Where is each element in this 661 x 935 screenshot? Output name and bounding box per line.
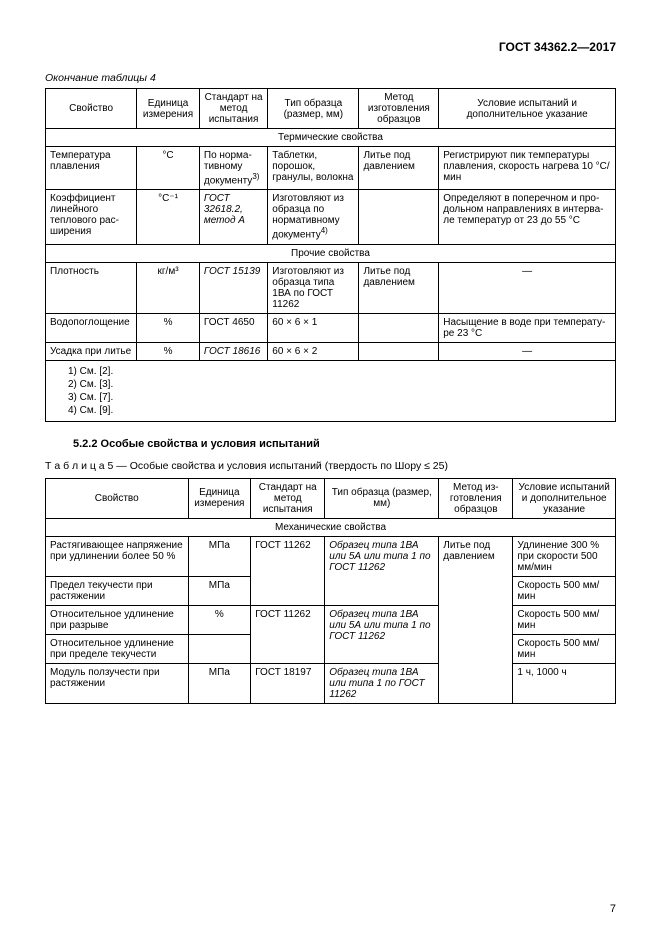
cell: Относительное удли­нение при разрыве bbox=[46, 605, 189, 634]
section-other: Прочие свойства bbox=[46, 244, 616, 262]
section-thermal: Термические свойства bbox=[46, 129, 616, 147]
col-property: Свойство bbox=[46, 478, 189, 518]
cell: ГОСТ 32618.2, метод А bbox=[199, 190, 267, 244]
cell: Таблетки, порошок, гранулы, волокна bbox=[268, 147, 359, 190]
cell: Изготовляют из образца по норма­тивному … bbox=[268, 190, 359, 244]
table-row: Усадка при литье % ГОСТ 18616 60 × 6 × 2… bbox=[46, 342, 616, 360]
col-method: Метод изготовления образцов bbox=[359, 89, 439, 129]
cell: — bbox=[439, 262, 616, 313]
section-label: Механические свойства bbox=[46, 518, 616, 536]
subheading-522: 5.2.2 Особые свойства и условия испытани… bbox=[73, 438, 616, 450]
cell: Скорость 500 мм/мин bbox=[513, 576, 616, 605]
col-unit: Единица измерения bbox=[188, 478, 251, 518]
document-code: ГОСТ 34362.2—2017 bbox=[45, 40, 616, 54]
table-header-row: Свойство Единица измерения Стандарт на м… bbox=[46, 89, 616, 129]
table-row: Модуль ползучести при растяжении МПа ГОС… bbox=[46, 663, 616, 703]
col-standard: Стандарт на метод испытания bbox=[199, 89, 267, 129]
cell: °С⁻¹ bbox=[137, 190, 200, 244]
footnote: 3) См. [7]. bbox=[68, 391, 609, 404]
cell: Скорость 500 мм/мин bbox=[513, 605, 616, 634]
cell: °С bbox=[137, 147, 200, 190]
cell: Образец типа 1ВА или типа 1 по ГОСТ 1126… bbox=[325, 663, 439, 703]
cell: Регистрируют пик температуры плавления, … bbox=[439, 147, 616, 190]
cell: Плотность bbox=[46, 262, 137, 313]
cell bbox=[359, 313, 439, 342]
col-property: Свойство bbox=[46, 89, 137, 129]
table-row: Плотность кг/м³ ГОСТ 15139 Изготовляют и… bbox=[46, 262, 616, 313]
table-row: Растягивающее напря­жение при удлинении … bbox=[46, 536, 616, 576]
cell: % bbox=[137, 342, 200, 360]
cell: Насыщение в воде при температу­ре 23 °С bbox=[439, 313, 616, 342]
cell: ГОСТ 11262 bbox=[251, 605, 325, 663]
cell: Относительное удли­нение при пределе тек… bbox=[46, 634, 189, 663]
table-4: Свойство Единица измерения Стандарт на м… bbox=[45, 88, 616, 422]
cell: % bbox=[188, 605, 251, 634]
col-specimen: Тип образца (размер, мм) bbox=[325, 478, 439, 518]
footnotes-cell: 1) См. [2]. 2) См. [3]. 3) См. [7]. 4) С… bbox=[46, 360, 616, 421]
cell bbox=[359, 342, 439, 360]
page: ГОСТ 34362.2—2017 Окончание таблицы 4 Св… bbox=[0, 0, 661, 935]
col-unit: Единица измерения bbox=[137, 89, 200, 129]
cell: Модуль ползучести при растяжении bbox=[46, 663, 189, 703]
cell: Изготовляют из образца типа 1ВА по ГОСТ … bbox=[268, 262, 359, 313]
col-condition: Условие испытаний и дополнительное указа… bbox=[439, 89, 616, 129]
cell: Образец типа 1ВА или 5А или типа 1 по ГО… bbox=[325, 605, 439, 663]
cell: 60 × 6 × 1 bbox=[268, 313, 359, 342]
cell: МПа bbox=[188, 663, 251, 703]
cell: кг/м³ bbox=[137, 262, 200, 313]
col-standard: Стандарт на метод испытания bbox=[251, 478, 325, 518]
cell: Растягивающее напря­жение при удлинении … bbox=[46, 536, 189, 576]
section-label: Прочие свойства bbox=[46, 244, 616, 262]
cell: Коэффициент линейного теплового рас­шире… bbox=[46, 190, 137, 244]
cell: МПа bbox=[188, 536, 251, 576]
cell: Температура плавления bbox=[46, 147, 137, 190]
cell: МПа bbox=[188, 576, 251, 605]
cell: Определяют в поперечном и про­дольном на… bbox=[439, 190, 616, 244]
cell: Водопоглоще­ние bbox=[46, 313, 137, 342]
cell: % bbox=[137, 313, 200, 342]
col-specimen: Тип образца (размер, мм) bbox=[268, 89, 359, 129]
table4-caption: Окончание таблицы 4 bbox=[45, 72, 616, 84]
footnote: 1) См. [2]. bbox=[68, 365, 609, 378]
cell: Усадка при литье bbox=[46, 342, 137, 360]
cell bbox=[359, 190, 439, 244]
table-row: Коэффициент линейного теплового рас­шире… bbox=[46, 190, 616, 244]
cell: Удлинение 300 % при скорости 500 мм/мин bbox=[513, 536, 616, 576]
section-mechanical: Механические свойства bbox=[46, 518, 616, 536]
section-label: Термические свойства bbox=[46, 129, 616, 147]
cell: Литье под давлением bbox=[359, 147, 439, 190]
col-condition: Условие испытаний и дополнительное указа… bbox=[513, 478, 616, 518]
table-header-row: Свойство Единица измерения Стандарт на м… bbox=[46, 478, 616, 518]
cell bbox=[188, 634, 251, 663]
cell: 1 ч, 1000 ч bbox=[513, 663, 616, 703]
footnotes-row: 1) См. [2]. 2) См. [3]. 3) См. [7]. 4) С… bbox=[46, 360, 616, 421]
cell: 60 × 6 × 2 bbox=[268, 342, 359, 360]
cell: ГОСТ 15139 bbox=[199, 262, 267, 313]
table5-caption: Т а б л и ц а 5 — Особые свойства и усло… bbox=[45, 460, 616, 472]
cell: ГОСТ 11262 bbox=[251, 536, 325, 605]
footnote: 2) См. [3]. bbox=[68, 378, 609, 391]
table-row: Относительное удли­нение при разрыве % Г… bbox=[46, 605, 616, 634]
cell: ГОСТ 18197 bbox=[251, 663, 325, 703]
cell: Образец типа 1ВА или 5А или типа 1 по ГО… bbox=[325, 536, 439, 605]
cell: Литье под давлением bbox=[439, 536, 513, 703]
cell: Скорость 500 мм/мин bbox=[513, 634, 616, 663]
page-number: 7 bbox=[610, 903, 616, 915]
table-row: Водопоглоще­ние % ГОСТ 4650 60 × 6 × 1 Н… bbox=[46, 313, 616, 342]
cell: Предел текучести при растяжении bbox=[46, 576, 189, 605]
col-method: Метод из­готовления образцов bbox=[439, 478, 513, 518]
cell: По норма­тивному докумен­ту3) bbox=[199, 147, 267, 190]
table-row: Температура плавления °С По норма­тивном… bbox=[46, 147, 616, 190]
cell: ГОСТ 4650 bbox=[199, 313, 267, 342]
cell: Литье под давлением bbox=[359, 262, 439, 313]
table-5: Свойство Единица измерения Стандарт на м… bbox=[45, 478, 616, 704]
cell: ГОСТ 18616 bbox=[199, 342, 267, 360]
footnote: 4) См. [9]. bbox=[68, 404, 609, 417]
cell: — bbox=[439, 342, 616, 360]
